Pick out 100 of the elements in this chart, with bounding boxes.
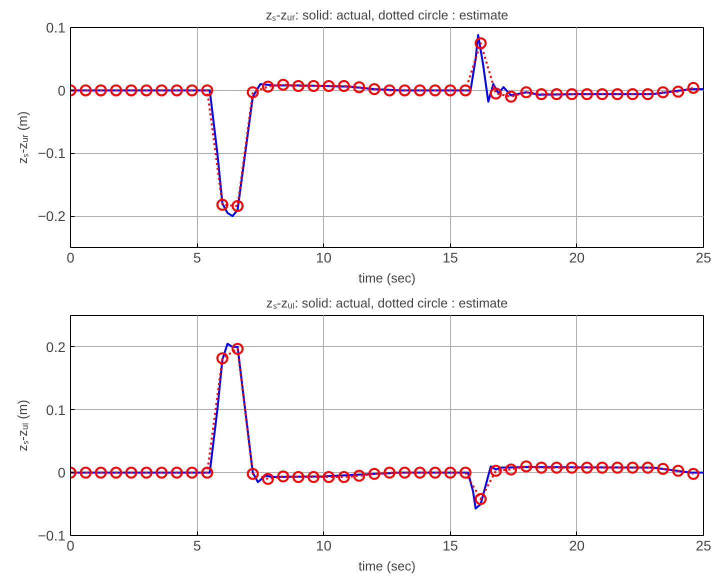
point [292,471,304,484]
point [232,342,244,355]
x-tick-label: 25 [696,538,712,554]
y-tick-label: 0.2 [46,338,66,355]
point [566,462,578,474]
point [368,468,380,480]
point [140,466,152,479]
point [459,466,472,479]
point [581,88,594,100]
point [186,466,198,479]
point [125,84,138,96]
x-tick-label: 15 [442,538,458,554]
point [110,84,122,96]
point [94,84,107,96]
point [398,466,411,479]
point [490,464,502,477]
point [429,466,442,479]
point [277,470,290,482]
point [444,84,456,96]
y-axis-title: zₛ-zᵤₗ (m) [14,400,30,452]
point [80,466,92,479]
point [232,200,244,212]
point [642,462,654,474]
point [262,472,274,485]
point [414,84,426,96]
point [292,80,304,92]
point [626,462,639,474]
point [459,84,472,96]
point [170,466,183,479]
point [656,462,669,475]
point [277,78,290,91]
point [520,460,532,472]
point [156,466,168,479]
point [429,84,442,96]
x-tick-label: 10 [316,538,332,554]
point [94,466,107,479]
point [505,464,518,476]
point [444,466,456,479]
point [520,86,532,98]
point [474,37,487,50]
point [398,84,411,96]
point [110,466,122,479]
point [687,468,700,480]
point [338,80,350,92]
point [596,462,608,474]
point [262,80,274,93]
point [246,468,259,480]
x-axis-title: time (sec) [358,270,416,286]
point [353,81,366,94]
point [490,88,502,100]
point [322,80,335,92]
point [384,84,396,96]
point [308,80,320,92]
point [140,84,152,96]
point [505,90,518,103]
y-tick-label: −0.1 [38,145,66,162]
y-tick-label: 0.1 [46,20,66,36]
point [156,84,168,96]
x-tick-label: 20 [569,250,585,266]
x-tick-label: 20 [569,538,585,554]
point [201,466,214,479]
point [581,462,594,474]
point [672,86,684,98]
point [338,471,350,484]
point [687,82,700,94]
point [626,88,639,100]
x-tick-label: 25 [696,250,712,266]
y-tick-label: 0 [58,464,66,481]
point [384,466,396,479]
point [642,88,654,100]
chart-title: zₛ-zᵤᵣ: solid: actual, dotted circle : estimate [266,8,508,22]
y-tick-label: 0 [58,82,66,98]
point [368,83,380,96]
point [186,84,198,96]
point [201,84,214,96]
point [611,462,624,474]
point [550,462,563,474]
point [322,471,335,484]
x-tick-label: 5 [193,250,202,266]
x-tick-label: 5 [193,538,202,554]
y-axis-title: zₛ-zᵤᵣ (m) [14,111,30,164]
chart-title: zₛ-zᵤₗ: solid: actual, dotted circle : estimate [266,296,508,310]
x-tick-label: 10 [316,250,332,266]
point [656,86,669,98]
point [566,88,578,100]
y-tick-label: −0.1 [38,528,66,544]
point [80,84,92,96]
x-tick-label: 15 [442,250,458,266]
point [535,88,548,100]
point [246,86,259,98]
point [535,462,548,474]
point [414,466,426,479]
point [550,88,563,100]
point [474,493,487,506]
point [170,84,183,96]
point [596,88,608,100]
point [672,464,684,477]
point [611,88,624,100]
point [125,466,138,479]
point [308,471,320,484]
